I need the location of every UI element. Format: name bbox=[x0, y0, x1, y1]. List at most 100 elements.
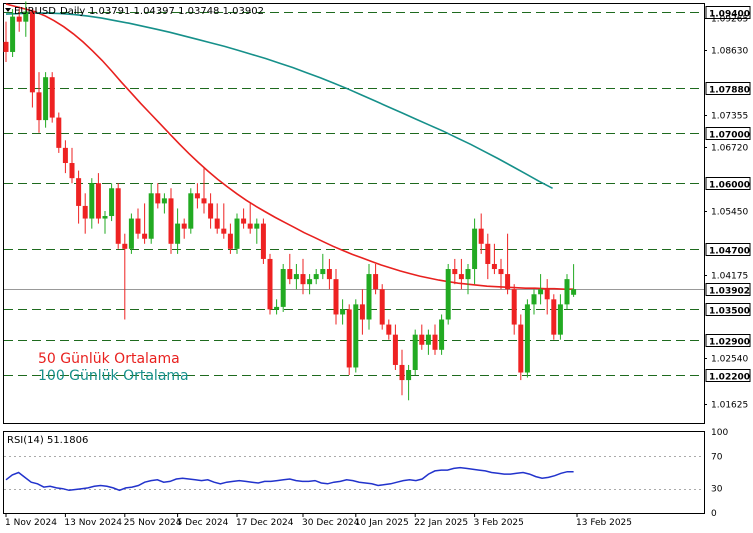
price-level-label-box bbox=[705, 127, 751, 140]
rsi-line bbox=[5, 466, 574, 492]
candle-bear bbox=[379, 289, 385, 325]
candle-bear bbox=[432, 334, 438, 350]
candle-bear bbox=[287, 269, 293, 280]
date-axis-label: 10 Jan 2025 bbox=[355, 518, 409, 528]
date-axis-label: 13 Feb 2025 bbox=[576, 518, 632, 528]
price-axis-label: 1.04175 bbox=[711, 272, 748, 282]
price-axis-label: 1.02540 bbox=[711, 355, 748, 365]
candle-bear bbox=[181, 223, 187, 229]
candle-bull bbox=[10, 16, 16, 52]
candle-bull bbox=[89, 183, 95, 219]
candle-bear bbox=[29, 11, 35, 93]
date-axis-label: 30 Dec 2024 bbox=[302, 518, 360, 528]
price-level-label: 1.04700 bbox=[709, 247, 750, 257]
moving-averages bbox=[5, 3, 574, 291]
candle-bear bbox=[3, 41, 9, 52]
price-level-label-box bbox=[705, 303, 751, 316]
price-level-label-box bbox=[705, 369, 751, 382]
candle-bear bbox=[386, 324, 392, 335]
candle-bear bbox=[241, 218, 247, 224]
ma100-line bbox=[5, 12, 553, 190]
candle-bear bbox=[122, 243, 128, 249]
candle-bear bbox=[221, 228, 227, 234]
date-axis-label: 3 Feb 2025 bbox=[474, 518, 524, 528]
candle-bull bbox=[175, 223, 181, 244]
price-axis-label: 1.07355 bbox=[711, 112, 748, 122]
candle-bear bbox=[69, 163, 75, 179]
price-axis-label: 1.08630 bbox=[711, 47, 748, 57]
candle-bull bbox=[531, 294, 537, 305]
candle-bear bbox=[392, 334, 398, 365]
price-axis-label: 1.09265 bbox=[711, 15, 748, 25]
price-level-label-box bbox=[705, 6, 751, 19]
price-level-label: 1.06000 bbox=[709, 181, 750, 191]
symbol-dropdown-icon[interactable] bbox=[5, 8, 11, 12]
price-level-label-box bbox=[705, 334, 751, 347]
candle-bull bbox=[280, 269, 286, 307]
date-axis-label: 22 Jan 2025 bbox=[414, 518, 468, 528]
candle-bear bbox=[201, 198, 207, 204]
candle-bull bbox=[254, 223, 260, 229]
current-price-box bbox=[705, 283, 751, 296]
candle-bull bbox=[320, 269, 326, 275]
candle-bull bbox=[425, 334, 431, 345]
candle-bull bbox=[307, 279, 313, 285]
candle-bear bbox=[194, 193, 200, 199]
rsi-axis-label: 0 bbox=[711, 509, 717, 519]
candle-bull bbox=[148, 193, 154, 239]
candle-bull bbox=[538, 289, 544, 295]
candle-bear bbox=[359, 304, 365, 320]
candle-bear bbox=[551, 299, 557, 335]
candle-bear bbox=[247, 223, 253, 229]
rsi-panel-frame bbox=[3, 431, 705, 514]
candle-bull bbox=[274, 306, 280, 310]
price-level-label: 1.07000 bbox=[709, 131, 750, 141]
candle-bear bbox=[16, 16, 22, 22]
candle-bear bbox=[267, 258, 273, 310]
candle-bear bbox=[300, 274, 306, 285]
candle-bear bbox=[491, 263, 497, 270]
rsi-axis: 100 70 30 0 bbox=[711, 428, 728, 519]
price-axis-label: 1.05450 bbox=[711, 208, 748, 218]
candle-bear bbox=[36, 92, 42, 121]
candle-bear bbox=[115, 188, 121, 244]
candle-bear bbox=[76, 178, 82, 206]
candle-bear bbox=[485, 243, 491, 264]
candle-bear bbox=[518, 324, 524, 373]
candle-bull bbox=[557, 304, 563, 335]
header-timeframe: Daily bbox=[60, 6, 85, 17]
date-axis-label: 5 Dec 2024 bbox=[177, 518, 229, 528]
rsi-axis-label: 70 bbox=[711, 452, 723, 462]
candle-bear bbox=[333, 279, 339, 315]
date-axis-label: 1 Nov 2024 bbox=[5, 518, 57, 528]
candle-bull bbox=[406, 369, 412, 381]
ma50-line bbox=[5, 3, 574, 291]
candle-bull bbox=[161, 198, 167, 204]
date-axis-label: 25 Nov 2024 bbox=[124, 518, 182, 528]
candle-bull bbox=[465, 269, 471, 280]
candle-bull bbox=[128, 218, 134, 249]
header-symbol: EURUSD bbox=[14, 6, 56, 17]
price-level-label: 1.02200 bbox=[709, 373, 750, 383]
rsi-header: RSI(14) 51.1806 bbox=[7, 435, 88, 446]
candle-bear bbox=[208, 203, 214, 219]
candle-bull bbox=[23, 11, 29, 22]
candle-bear bbox=[56, 117, 62, 148]
price-level-label: 1.02900 bbox=[709, 338, 750, 348]
candle-bear bbox=[419, 334, 425, 345]
candle-bear bbox=[498, 269, 504, 275]
candle-bear bbox=[95, 183, 101, 219]
candle-bear bbox=[458, 274, 464, 280]
date-axis-label: 17 Dec 2024 bbox=[236, 518, 294, 528]
candle-bull bbox=[188, 193, 194, 229]
candle-bull bbox=[293, 274, 299, 280]
candle-bear bbox=[505, 274, 511, 290]
price-level-label: 1.03500 bbox=[709, 307, 750, 317]
candle-bear bbox=[142, 233, 148, 239]
price-axis-label: 1.01625 bbox=[711, 401, 748, 411]
candle-bear bbox=[49, 77, 55, 118]
candle-bull bbox=[564, 279, 570, 305]
price-axis-label: 1.06720 bbox=[711, 144, 748, 154]
candle-bear bbox=[544, 289, 550, 300]
